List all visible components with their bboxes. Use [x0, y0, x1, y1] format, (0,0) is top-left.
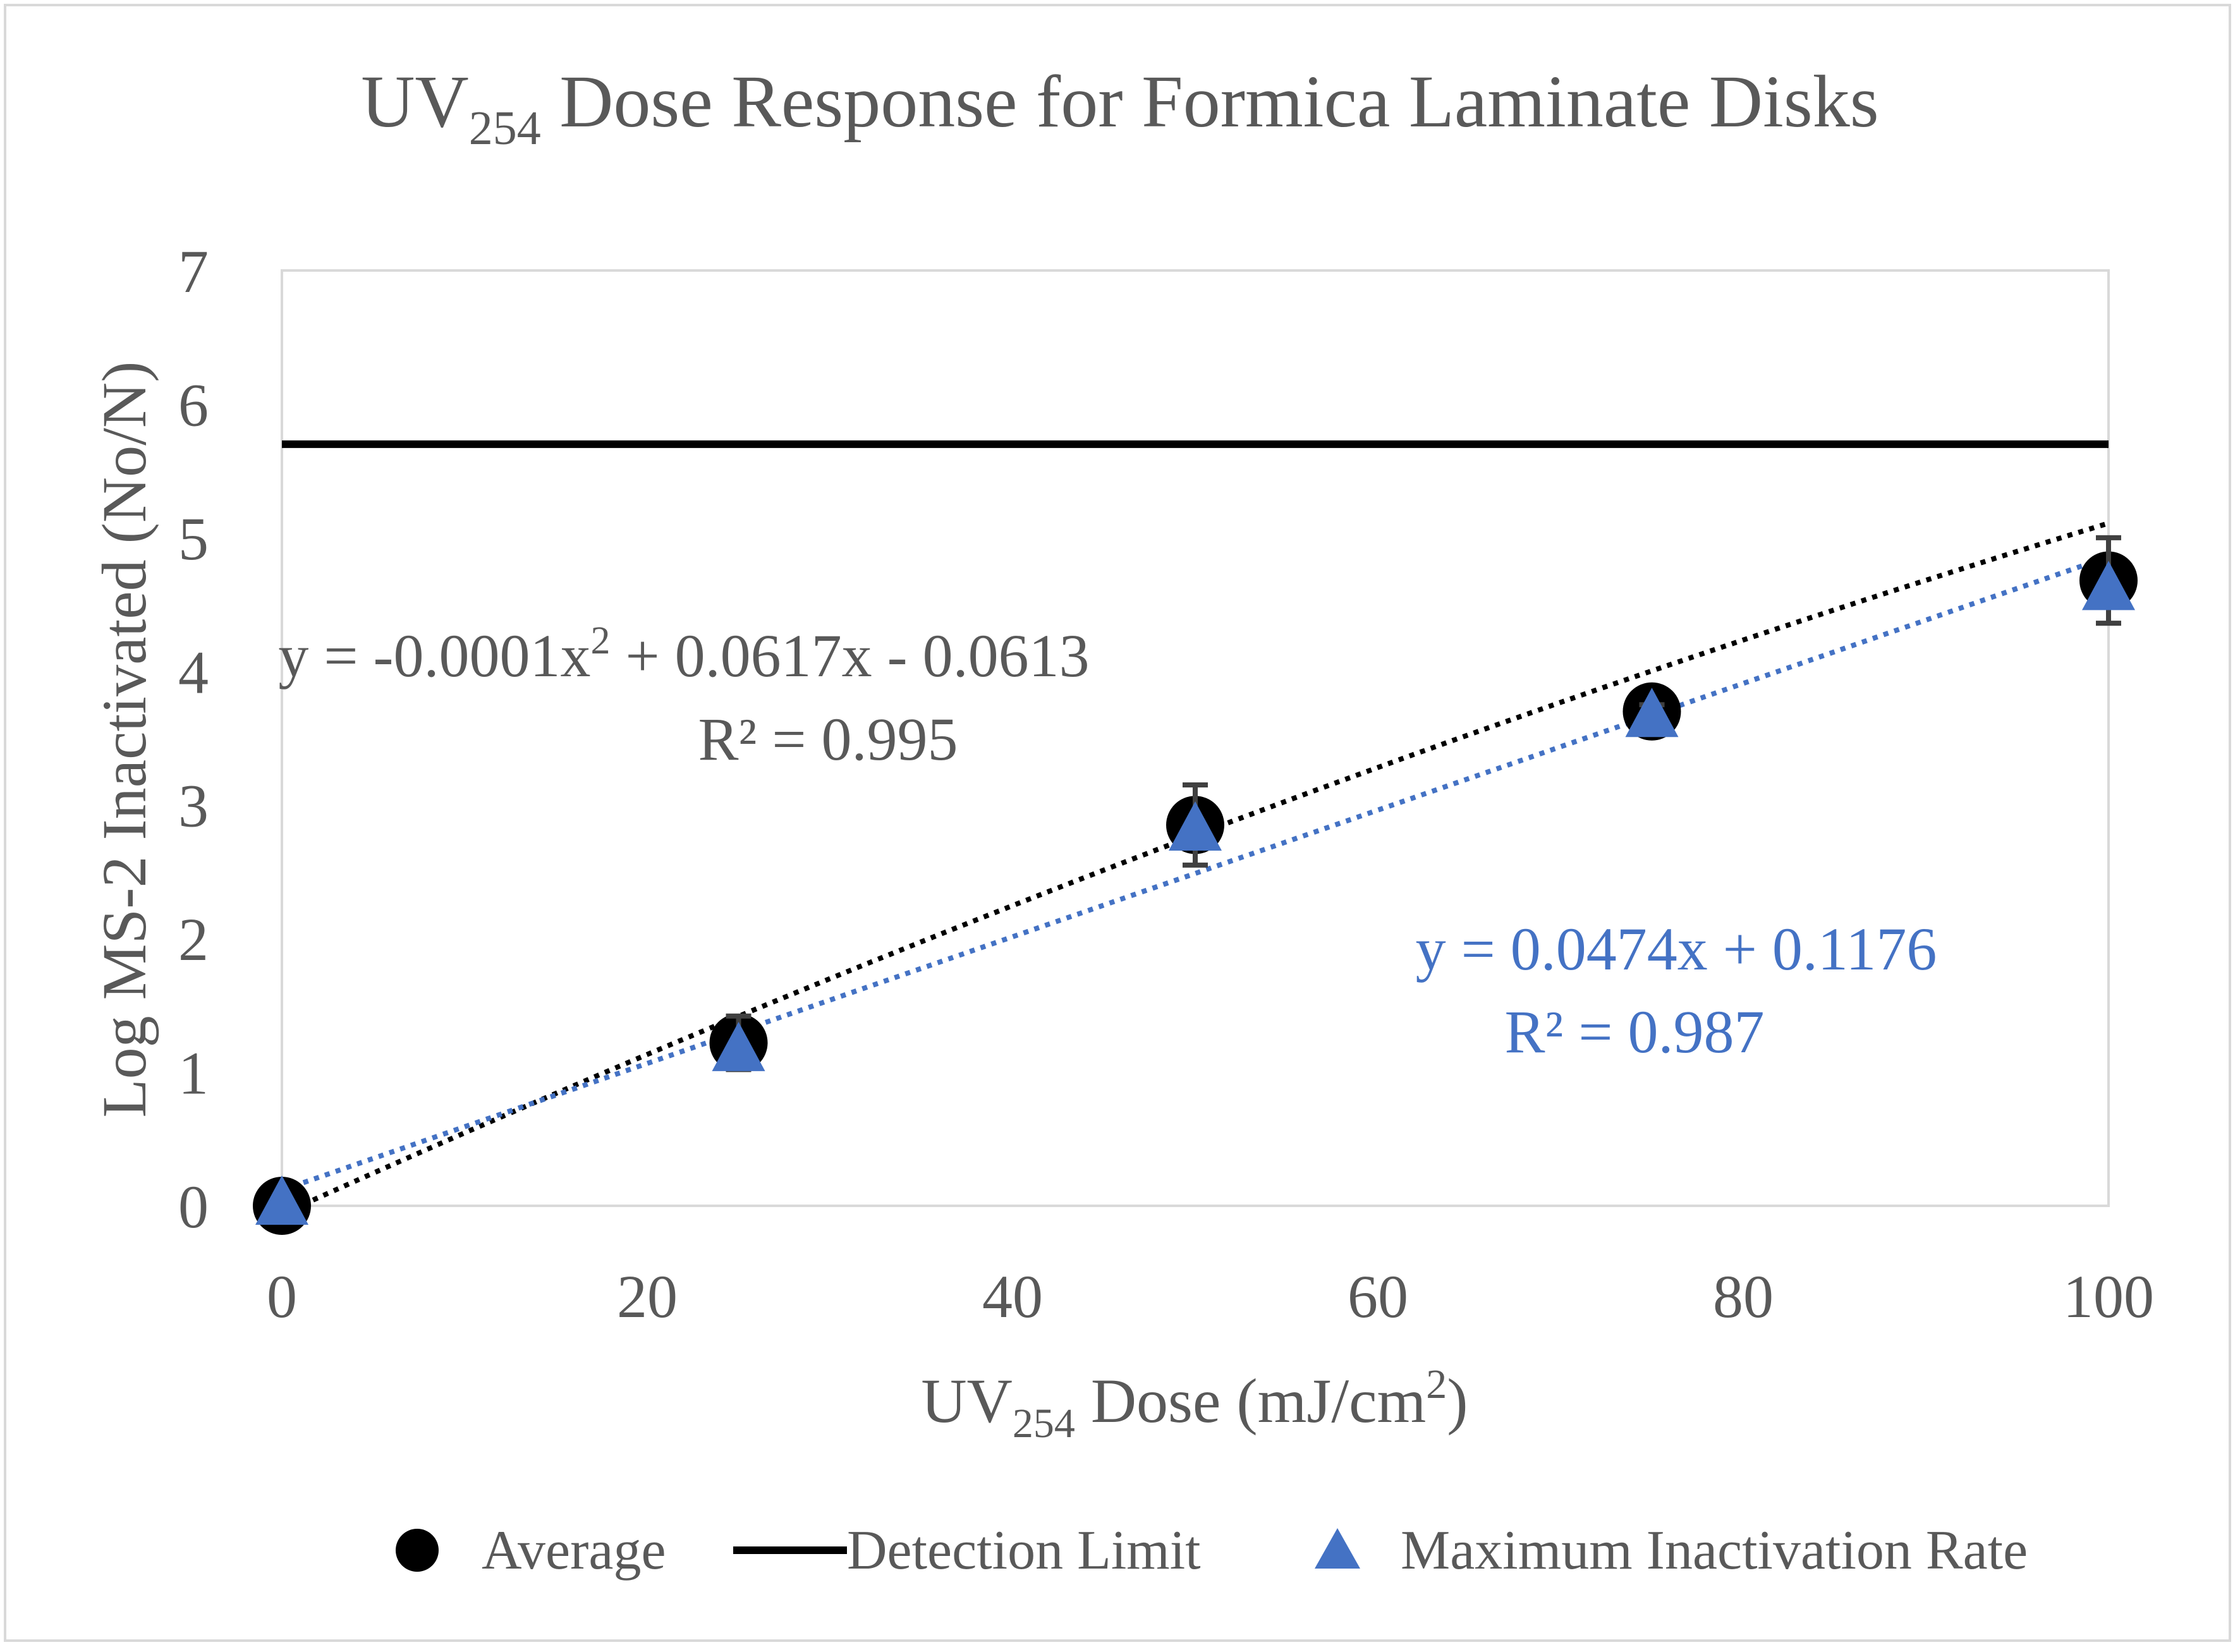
y-tick-label: 6: [178, 371, 209, 439]
plot-area: [281, 269, 2110, 1207]
x-axis-ticks: 0 20 40 60 80 100: [267, 1263, 2154, 1330]
average-r-squared: R² = 0.995: [698, 705, 958, 773]
y-tick-label: 0: [178, 1173, 209, 1241]
x-tick-label: 80: [1713, 1263, 1774, 1330]
x-tick-label: 60: [1348, 1263, 1408, 1330]
max-rate-point: [712, 1021, 765, 1071]
max-rate-point: [1625, 688, 1679, 738]
legend-average-marker: [396, 1529, 439, 1572]
max-rate-trendline: [281, 554, 2110, 1193]
average-equation: y = -0.0001x2 + 0.0617x - 0.0613: [278, 619, 1089, 689]
y-tick-label: 2: [178, 906, 209, 973]
legend-average-label: Average: [482, 1520, 666, 1581]
y-axis-label: Log MS-2 Inactivated (No/N): [89, 361, 159, 1118]
error-bars: [726, 535, 2121, 1072]
max-rate-point: [255, 1175, 308, 1225]
chart-title: UV254 Dose Response for Formica Laminate…: [361, 60, 1878, 155]
x-tick-label: 100: [2063, 1263, 2154, 1330]
y-tick-label: 3: [178, 772, 209, 840]
max-rate-series: [255, 561, 2135, 1225]
max-rate-point: [2082, 561, 2135, 610]
x-tick-label: 20: [617, 1263, 678, 1330]
x-axis-label: UV254 Dose (mJ/cm2): [921, 1361, 1468, 1447]
legend-max-rate-label: Maximum Inactivation Rate: [1401, 1520, 2028, 1581]
y-tick-label: 1: [178, 1040, 209, 1107]
legend-max-rate-marker: [1315, 1528, 1360, 1569]
y-tick-label: 5: [178, 505, 209, 573]
chart-frame: [4, 4, 2231, 1642]
x-tick-label: 0: [267, 1263, 297, 1330]
average-trendline: [281, 521, 2110, 1217]
legend-detection-limit-label: Detection Limit: [847, 1520, 1201, 1581]
x-tick-label: 40: [982, 1263, 1043, 1330]
max-rate-point: [1169, 801, 1222, 851]
y-tick-label: 7: [178, 238, 209, 305]
legend: Average Detection Limit Maximum Inactiva…: [396, 1520, 2028, 1581]
y-tick-label: 4: [178, 638, 209, 706]
max-rate-equation: y = 0.0474x + 0.1176: [1416, 915, 1937, 983]
max-rate-r-squared: R² = 0.987: [1505, 998, 1765, 1066]
y-axis-ticks: 0 1 2 3 4 5 6 7: [178, 238, 209, 1241]
